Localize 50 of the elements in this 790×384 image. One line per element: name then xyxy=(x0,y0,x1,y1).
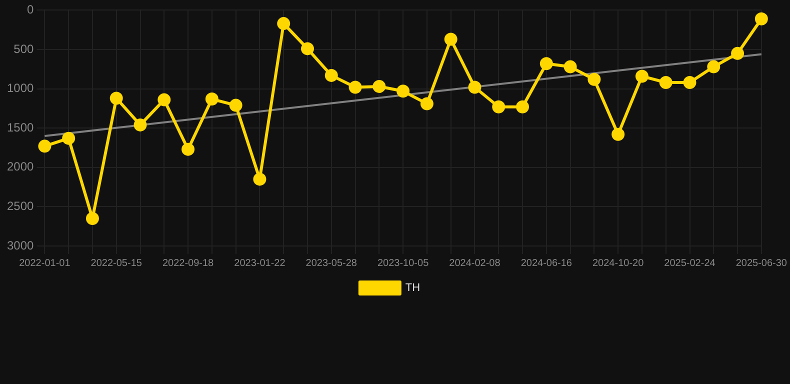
y-tick-label: 500 xyxy=(14,42,34,56)
x-tick-label: 2022-09-18 xyxy=(162,258,214,269)
point xyxy=(492,100,506,114)
point xyxy=(348,80,362,94)
point xyxy=(683,76,696,90)
point xyxy=(229,98,242,112)
x-tick-label: 2024-06-16 xyxy=(520,258,572,269)
x-tick-label: 2025-06-30 xyxy=(736,258,788,269)
y-tick-label: 3000 xyxy=(6,238,34,252)
x-tick-label: 2022-05-15 xyxy=(90,258,142,269)
point xyxy=(86,212,99,225)
point xyxy=(62,132,76,145)
point xyxy=(444,32,458,46)
x-tick-label: 2022-01-01 xyxy=(19,258,71,269)
point xyxy=(612,128,625,141)
point xyxy=(659,76,672,90)
y-tick-label: 2500 xyxy=(6,199,34,214)
point xyxy=(253,172,266,186)
point xyxy=(38,140,52,153)
x-tick-label: 2023-01-22 xyxy=(234,258,286,269)
x-tick-label: 2024-02-08 xyxy=(449,258,501,269)
point xyxy=(324,68,338,82)
point xyxy=(754,12,768,26)
point xyxy=(564,60,577,74)
point xyxy=(516,100,530,114)
x-tick-label: 2025-02-24 xyxy=(664,258,716,269)
y-tick-label: 0 xyxy=(27,2,34,17)
x-tick-label: 2024-10-20 xyxy=(592,258,644,269)
point xyxy=(300,42,314,56)
point xyxy=(110,92,123,105)
point xyxy=(158,93,171,106)
y-tick-label: 1000 xyxy=(6,81,34,96)
point xyxy=(468,80,482,94)
point xyxy=(396,84,410,98)
x-tick-label: 2023-05-28 xyxy=(306,258,358,269)
point xyxy=(635,70,648,83)
point xyxy=(134,118,147,132)
point xyxy=(707,60,720,74)
point xyxy=(420,97,434,110)
legend-label: TH xyxy=(405,282,420,294)
point xyxy=(182,142,195,156)
point xyxy=(540,57,553,70)
point xyxy=(277,17,290,30)
point xyxy=(205,92,218,106)
point xyxy=(588,72,601,86)
point xyxy=(372,80,386,93)
y-tick-label: 1500 xyxy=(6,120,34,134)
y-tick-label: 2000 xyxy=(6,160,34,174)
x-tick-label: 2023-10-05 xyxy=(377,258,430,269)
point xyxy=(731,46,744,60)
